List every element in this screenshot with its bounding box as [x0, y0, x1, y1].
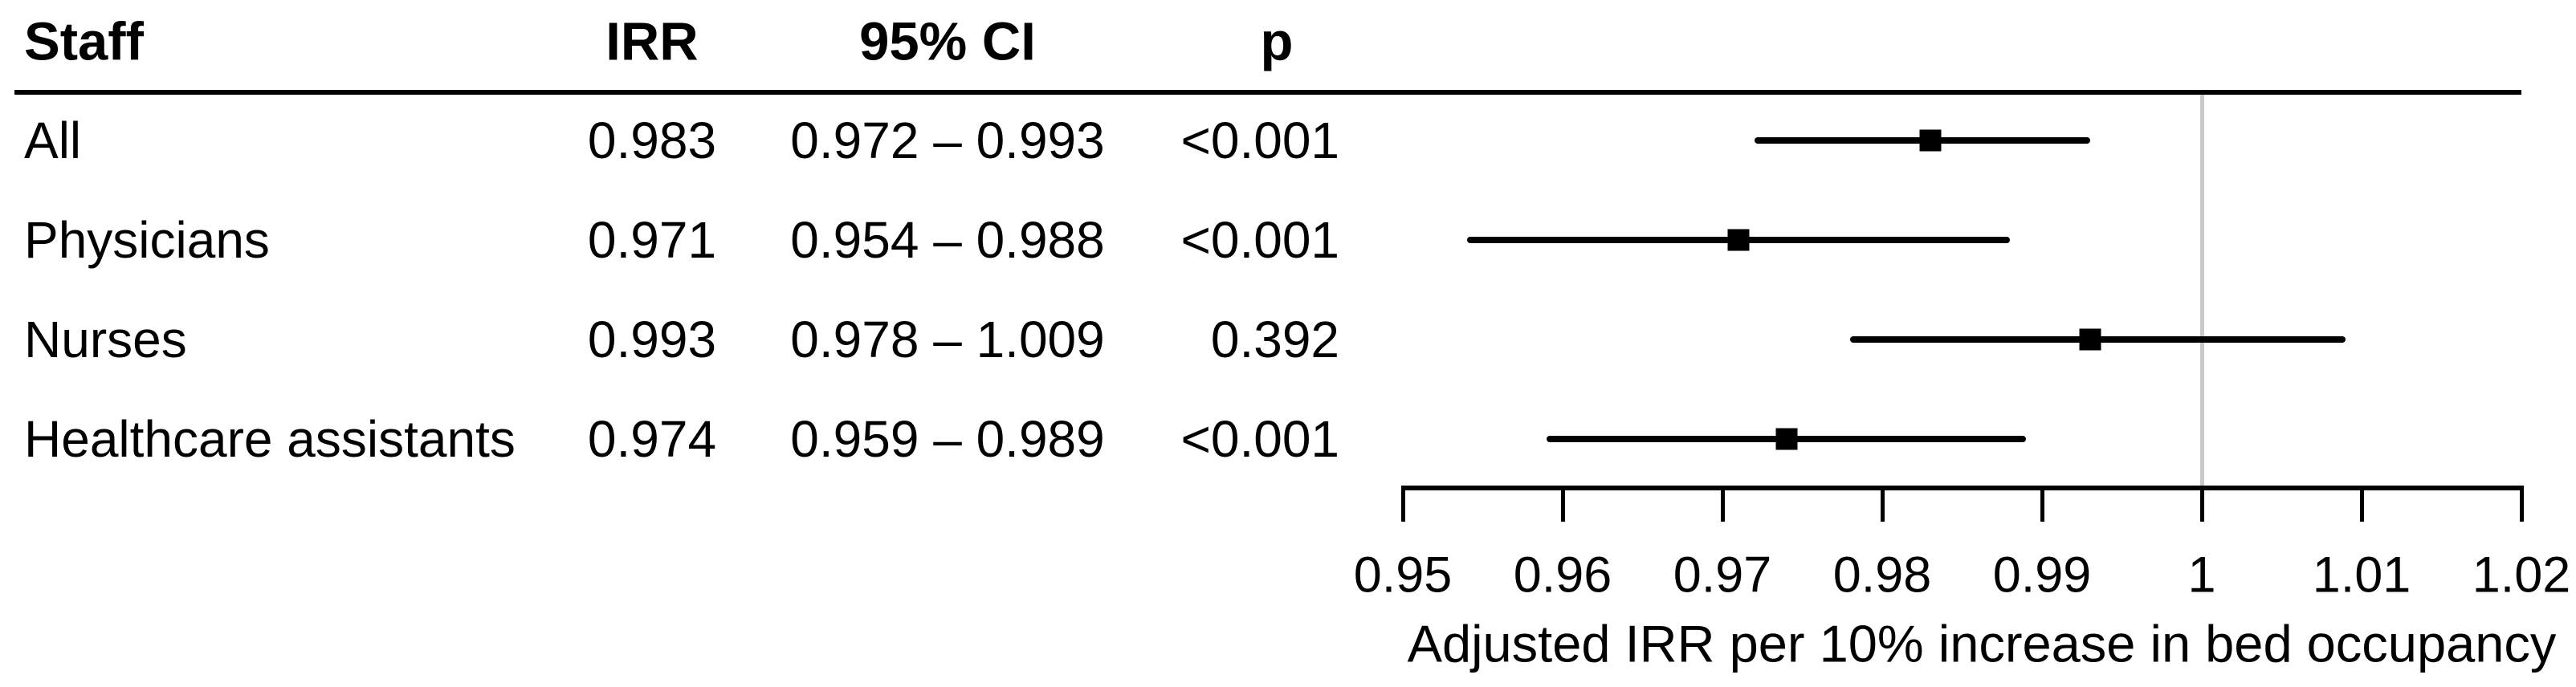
row-staff-label: All	[24, 112, 82, 169]
row-ci-value: 0.978 – 1.009	[790, 311, 1105, 368]
x-axis-tick	[1560, 486, 1565, 522]
x-axis-tick	[1400, 486, 1405, 522]
x-axis-tick-label: 0.97	[1673, 547, 1772, 604]
x-axis-tick-label: 1.02	[2472, 547, 2571, 604]
x-axis-tick	[2040, 486, 2044, 522]
column-header-p: p	[1260, 11, 1294, 72]
row-ci-value: 0.959 – 0.989	[790, 410, 1105, 468]
x-axis-tick-label: 0.95	[1353, 547, 1453, 604]
row-staff-label: Physicians	[24, 211, 270, 269]
row-staff-label: Healthcare assistants	[24, 410, 516, 468]
x-axis-tick	[1880, 486, 1885, 522]
x-axis-tick	[2199, 486, 2204, 522]
row-p-value: <0.001	[1180, 211, 1339, 269]
reference-line	[2199, 95, 2204, 490]
point-estimate-marker	[2079, 328, 2101, 351]
row-p-value: 0.392	[1210, 311, 1339, 368]
x-axis-tick	[2359, 486, 2364, 522]
column-header-ci: 95% CI	[859, 11, 1036, 72]
row-irr-value: 0.993	[587, 311, 717, 368]
x-axis-tick-label: 0.99	[1992, 547, 2092, 604]
point-estimate-marker	[1919, 129, 1942, 152]
row-ci-value: 0.972 – 0.993	[790, 112, 1105, 169]
row-p-value: <0.001	[1180, 112, 1339, 169]
row-irr-value: 0.983	[587, 112, 717, 169]
x-axis-tick-label: 0.96	[1513, 547, 1612, 604]
row-p-value: <0.001	[1180, 410, 1339, 468]
point-estimate-marker	[1727, 229, 1750, 251]
x-axis-tick-label: 1.01	[2312, 547, 2411, 604]
row-staff-label: Nurses	[24, 311, 187, 368]
row-irr-value: 0.971	[587, 211, 717, 269]
x-axis-line	[1401, 486, 2524, 490]
point-estimate-marker	[1775, 428, 1798, 450]
column-header-staff: Staff	[24, 11, 144, 72]
x-axis-tick	[1720, 486, 1725, 522]
x-axis-tick-label: 0.98	[1832, 547, 1932, 604]
row-ci-value: 0.954 – 0.988	[790, 211, 1105, 269]
row-irr-value: 0.974	[587, 410, 717, 468]
column-header-irr: IRR	[605, 11, 699, 72]
x-axis-tick-label: 1	[2187, 547, 2216, 604]
x-axis-tick	[2519, 486, 2524, 522]
header-rule	[14, 90, 2521, 95]
x-axis-title: Adjusted IRR per 10% increase in bed occ…	[1407, 614, 2557, 673]
